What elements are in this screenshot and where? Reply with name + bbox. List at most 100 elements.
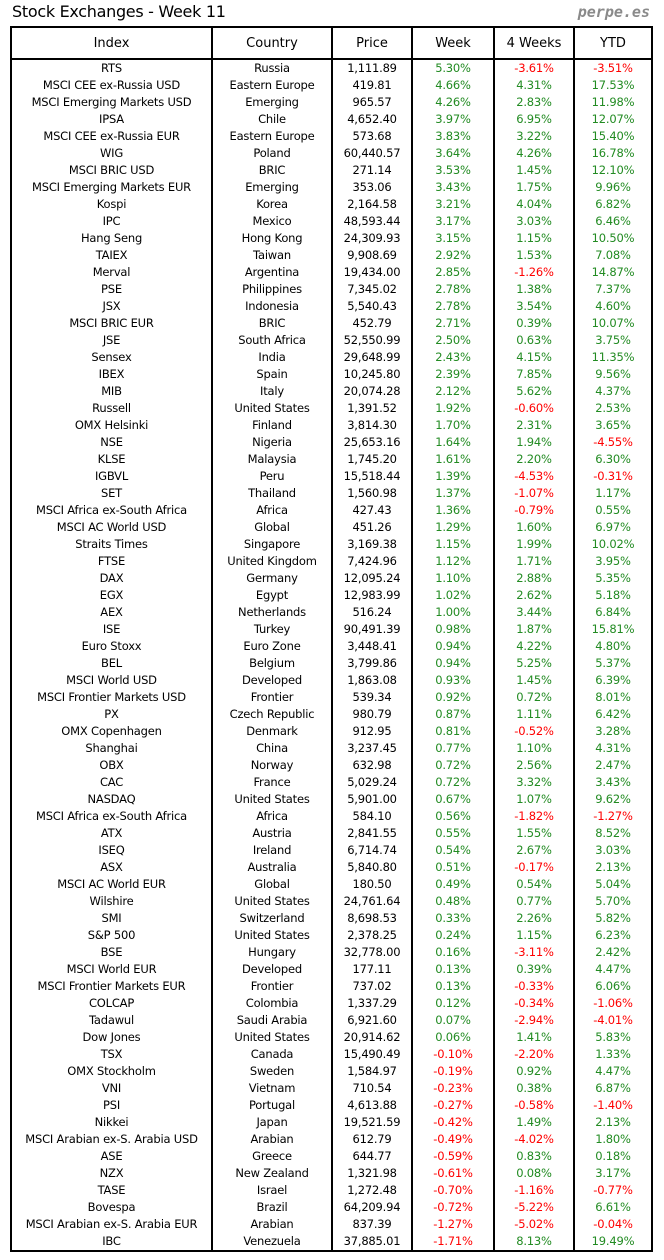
cell-price: 644.77 — [331, 1148, 413, 1165]
cell-country: Chile — [211, 111, 333, 128]
cell-index: ISEQ — [10, 842, 213, 859]
cell-country: United States — [211, 400, 333, 417]
cell-ytd: 6.39% — [573, 672, 653, 689]
cell-ytd: -0.77% — [573, 1182, 653, 1199]
cell-4-weeks: 4.15% — [493, 349, 575, 366]
cell-4-weeks: 0.92% — [493, 1063, 575, 1080]
cell-country: China — [211, 740, 333, 757]
cell-index: MSCI Arabian ex-S. Arabia EUR — [10, 1216, 213, 1233]
table-row: DAX Germany 12,095.24 1.10% 2.88% 5.35% — [10, 570, 653, 587]
cell-ytd: 9.62% — [573, 791, 653, 808]
cell-index: ATX — [10, 825, 213, 842]
cell-4-weeks: 1.49% — [493, 1114, 575, 1131]
cell-price: 451.26 — [331, 519, 413, 536]
cell-ytd: 4.37% — [573, 383, 653, 400]
cell-price: 539.34 — [331, 689, 413, 706]
cell-country: Brazil — [211, 1199, 333, 1216]
table-row: MSCI Emerging Markets USD Emerging 965.57 4… — [10, 94, 653, 111]
cell-week: 3.21% — [411, 196, 495, 213]
cell-ytd: 2.47% — [573, 757, 653, 774]
cell-index: MSCI World USD — [10, 672, 213, 689]
cell-ytd: 6.42% — [573, 706, 653, 723]
cell-index: ASX — [10, 859, 213, 876]
cell-index: OBX — [10, 757, 213, 774]
cell-price: 64,209.94 — [331, 1199, 413, 1216]
cell-week: 3.64% — [411, 145, 495, 162]
cell-country: Saudi Arabia — [211, 1012, 333, 1029]
cell-week: 0.72% — [411, 757, 495, 774]
cell-country: Euro Zone — [211, 638, 333, 655]
cell-country: Russia — [211, 59, 333, 77]
table-row: Bovespa Brazil 64,209.94 -0.72% -5.22% 6.61% — [10, 1199, 653, 1216]
cell-index: Shanghai — [10, 740, 213, 757]
cell-price: 24,309.93 — [331, 230, 413, 247]
cell-ytd: 3.65% — [573, 417, 653, 434]
table-row: MSCI Arabian ex-S. Arabia USD Arabian 612.… — [10, 1131, 653, 1148]
cell-index: NASDAQ — [10, 791, 213, 808]
cell-week: 1.70% — [411, 417, 495, 434]
table-row: Nikkei Japan 19,521.59 -0.42% 1.49% 2.13% — [10, 1114, 653, 1131]
cell-index: Tadawul — [10, 1012, 213, 1029]
cell-price: 60,440.57 — [331, 145, 413, 162]
cell-country: Malaysia — [211, 451, 333, 468]
cell-index: MIB — [10, 383, 213, 400]
cell-ytd: 5.37% — [573, 655, 653, 672]
cell-country: New Zealand — [211, 1165, 333, 1182]
cell-country: Denmark — [211, 723, 333, 740]
cell-country: Portugal — [211, 1097, 333, 1114]
cell-week: 0.07% — [411, 1012, 495, 1029]
table-row: OMX Copenhagen Denmark 912.95 0.81% -0.52% 3.… — [10, 723, 653, 740]
cell-price: 8,698.53 — [331, 910, 413, 927]
table-row: CAC France 5,029.24 0.72% 3.32% 3.43% — [10, 774, 653, 791]
cell-ytd: -4.55% — [573, 434, 653, 451]
table-row: Dow Jones United States 20,914.62 0.06% 1.41… — [10, 1029, 653, 1046]
cell-week: 1.39% — [411, 468, 495, 485]
cell-index: FTSE — [10, 553, 213, 570]
cell-ytd: -0.31% — [573, 468, 653, 485]
cell-index: PSE — [10, 281, 213, 298]
table-row: VNI Vietnam 710.54 -0.23% 0.38% 6.87% — [10, 1080, 653, 1097]
cell-price: 632.98 — [331, 757, 413, 774]
table-row: Wilshire United States 24,761.64 0.48% 0.77%… — [10, 893, 653, 910]
cell-country: Developed — [211, 672, 333, 689]
cell-week: 0.54% — [411, 842, 495, 859]
cell-week: 2.39% — [411, 366, 495, 383]
cell-country: Africa — [211, 808, 333, 825]
cell-price: 25,653.16 — [331, 434, 413, 451]
cell-country: Taiwan — [211, 247, 333, 264]
table-row: MSCI Emerging Markets EUR Emerging 353.06 3… — [10, 179, 653, 196]
cell-4-weeks: 0.77% — [493, 893, 575, 910]
cell-week: -0.42% — [411, 1114, 495, 1131]
cell-ytd: 6.97% — [573, 519, 653, 536]
table-row: IGBVL Peru 15,518.44 1.39% -4.53% -0.31% — [10, 468, 653, 485]
cell-week: 0.48% — [411, 893, 495, 910]
cell-price: 15,518.44 — [331, 468, 413, 485]
cell-4-weeks: 3.54% — [493, 298, 575, 315]
cell-ytd: 4.60% — [573, 298, 653, 315]
cell-ytd: 4.31% — [573, 740, 653, 757]
cell-country: Arabian — [211, 1216, 333, 1233]
cell-ytd: 2.53% — [573, 400, 653, 417]
cell-price: 19,521.59 — [331, 1114, 413, 1131]
cell-index: IPC — [10, 213, 213, 230]
cell-price: 37,885.01 — [331, 1233, 413, 1251]
cell-ytd: 10.50% — [573, 230, 653, 247]
cell-ytd: 5.70% — [573, 893, 653, 910]
table-row: COLCAP Colombia 1,337.29 0.12% -0.34% -1.06% — [10, 995, 653, 1012]
cell-country: Indonesia — [211, 298, 333, 315]
column-header-week: Week — [411, 26, 495, 60]
table-row: SET Thailand 1,560.98 1.37% -1.07% 1.17% — [10, 485, 653, 502]
cell-4-weeks: 2.31% — [493, 417, 575, 434]
cell-week: -0.23% — [411, 1080, 495, 1097]
cell-4-weeks: -0.33% — [493, 978, 575, 995]
cell-ytd: 2.13% — [573, 859, 653, 876]
cell-ytd: 1.17% — [573, 485, 653, 502]
cell-4-weeks: -0.17% — [493, 859, 575, 876]
cell-country: BRIC — [211, 162, 333, 179]
cell-week: 3.97% — [411, 111, 495, 128]
cell-index: NSE — [10, 434, 213, 451]
cell-week: 1.64% — [411, 434, 495, 451]
cell-country: Canada — [211, 1046, 333, 1063]
cell-price: 1,337.29 — [331, 995, 413, 1012]
cell-price: 2,841.55 — [331, 825, 413, 842]
